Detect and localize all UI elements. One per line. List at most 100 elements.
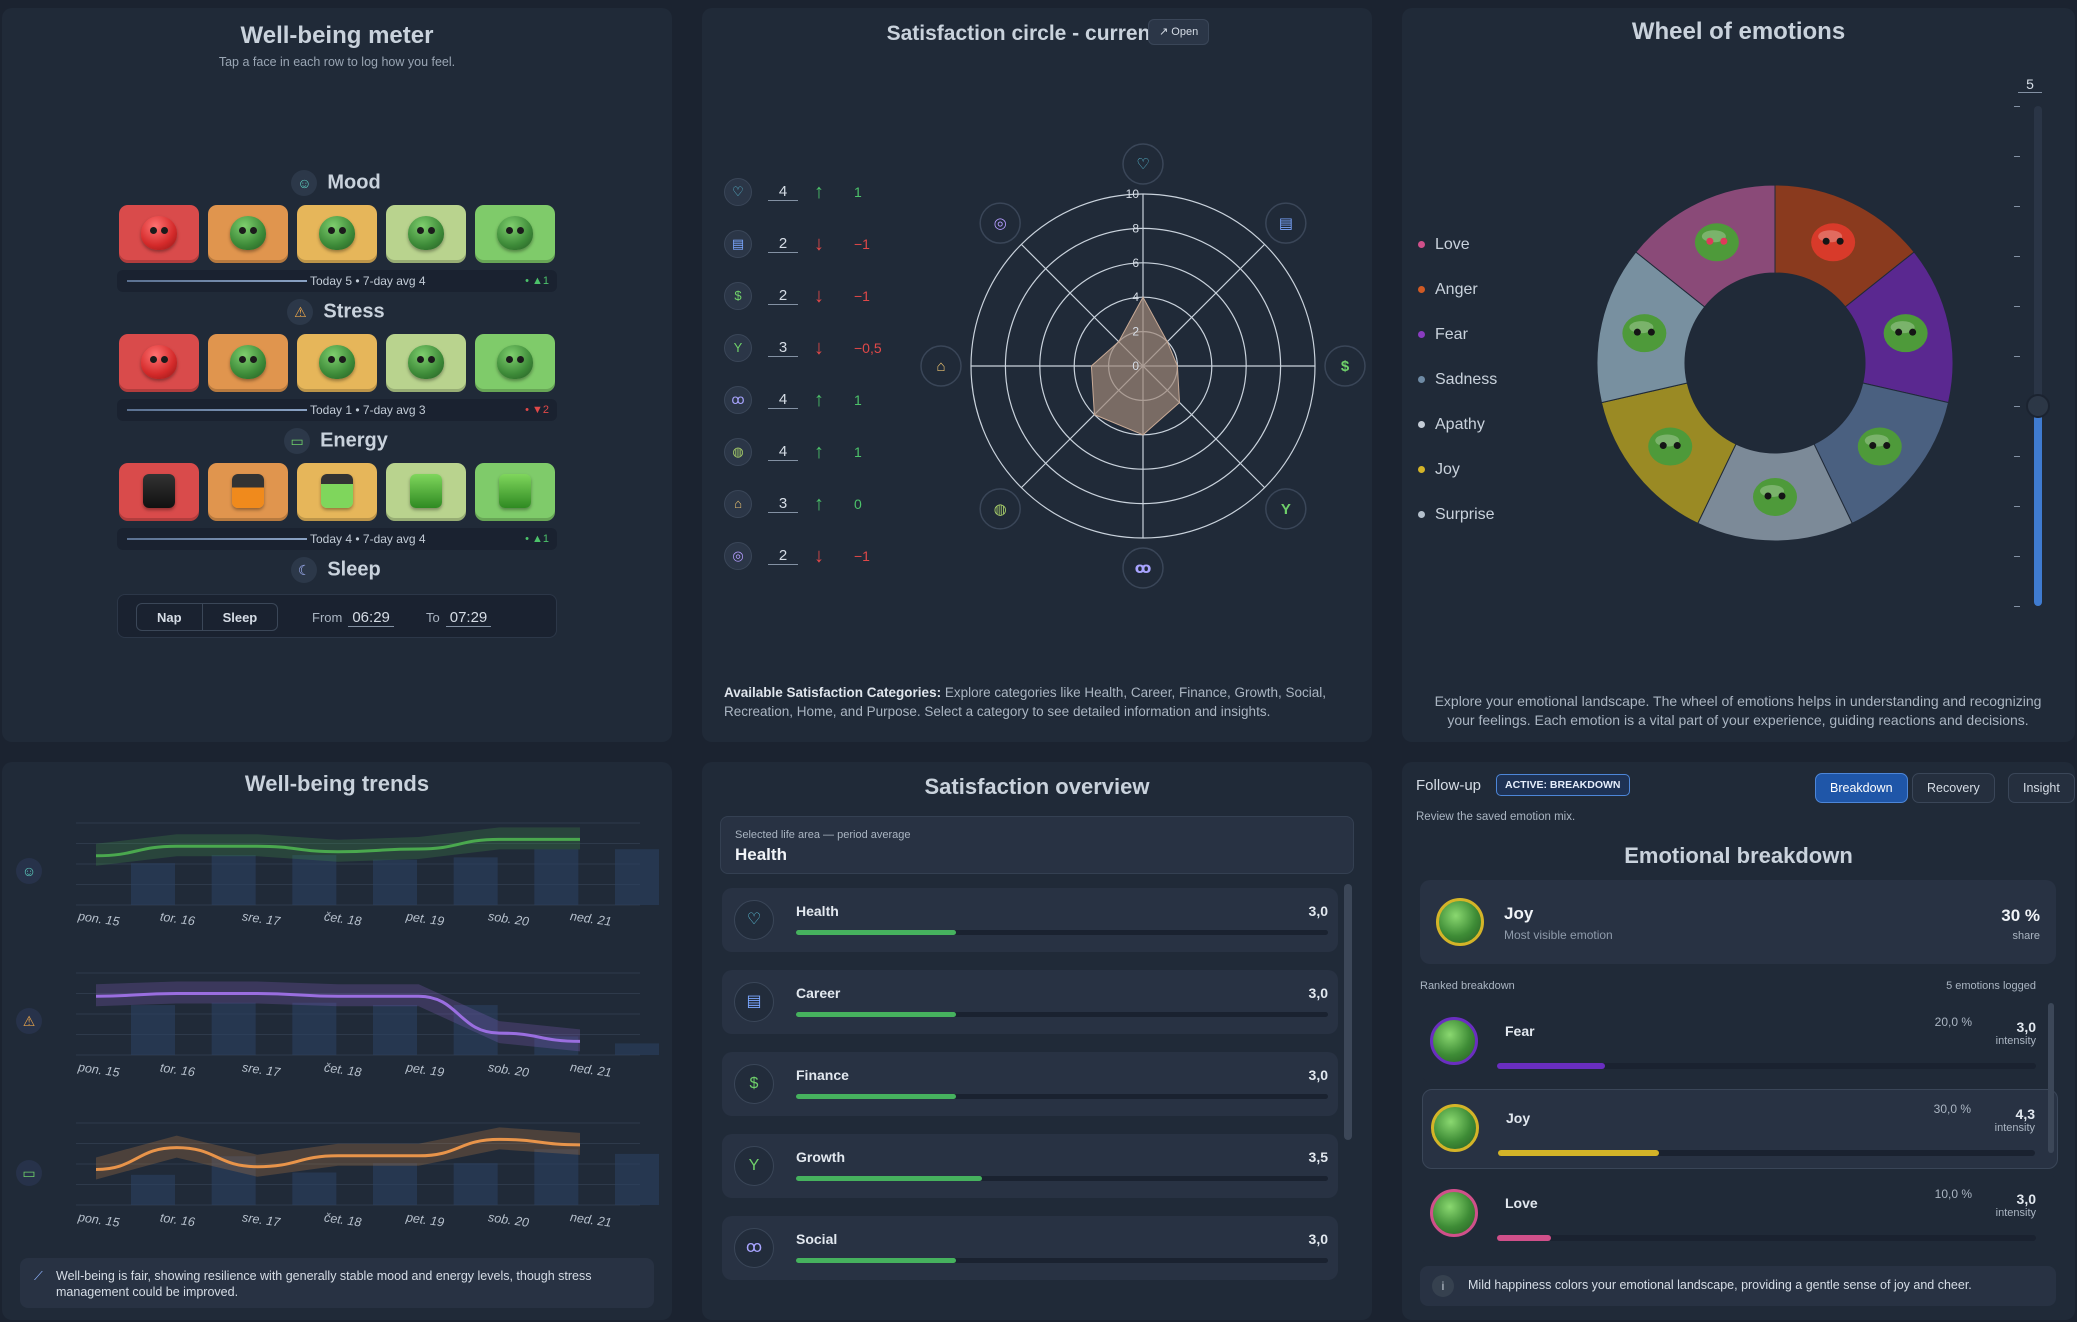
- neutral-face-icon: [319, 345, 355, 379]
- satisfaction-value-input[interactable]: 4: [768, 183, 798, 201]
- stress-face-2[interactable]: [208, 334, 288, 392]
- to-time-input[interactable]: 07:29: [445, 609, 492, 627]
- tab-insight[interactable]: Insight: [2008, 773, 2075, 803]
- energy-face-1[interactable]: [119, 463, 199, 521]
- sleep-button[interactable]: Sleep: [201, 604, 278, 630]
- slider-tick: [2014, 206, 2020, 207]
- selected-life-area[interactable]: Selected life area — period average Heal…: [720, 816, 1354, 874]
- legend-item-fear[interactable]: Fear: [1418, 326, 1468, 344]
- warning-icon: ⚠: [16, 1008, 42, 1034]
- joy-face-icon: [1436, 898, 1484, 946]
- overview-row-value: 3,0: [1308, 1231, 1328, 1247]
- satisfaction-row[interactable]: ◍ 4 ↑ 1: [724, 438, 894, 466]
- overview-row-social[interactable]: ꝏ Social 3,0: [722, 1216, 1338, 1280]
- sprout-icon[interactable]: Y: [1265, 488, 1307, 530]
- overview-row-finance[interactable]: $ Finance 3,0: [722, 1052, 1338, 1116]
- mood-face-2[interactable]: [208, 205, 288, 263]
- gamepad-icon[interactable]: ◍: [979, 488, 1021, 530]
- satisfaction-row[interactable]: ꝏ 4 ↑ 1: [724, 386, 894, 414]
- trend-bar: [373, 1005, 417, 1055]
- nap-button[interactable]: Nap: [157, 610, 182, 625]
- compass-icon[interactable]: ◎: [979, 202, 1021, 244]
- satisfaction-value-input[interactable]: 3: [768, 495, 798, 513]
- dollar-icon[interactable]: $: [1324, 345, 1366, 387]
- svg-text:♡: ♡: [1136, 156, 1149, 173]
- overview-row-growth[interactable]: Y Growth 3,5: [722, 1134, 1338, 1198]
- radar-ring-label: 8: [1132, 221, 1139, 235]
- satisfaction-value-input[interactable]: 4: [768, 391, 798, 409]
- legend-item-joy[interactable]: Joy: [1418, 461, 1460, 479]
- stress-face-4[interactable]: [386, 334, 466, 392]
- satisfaction-row[interactable]: $2 ↓ −1: [724, 282, 894, 310]
- energy-face-5[interactable]: [475, 463, 555, 521]
- satisfaction-value-input[interactable]: 3: [768, 339, 798, 357]
- love-face-icon: [1430, 1189, 1478, 1237]
- legend-item-love[interactable]: Love: [1418, 236, 1470, 254]
- mood-face-5[interactable]: [475, 205, 555, 263]
- breakdown-scrollbar[interactable]: [2048, 1003, 2054, 1153]
- tab-breakdown[interactable]: Breakdown: [1815, 773, 1908, 803]
- satisfaction-row[interactable]: Y 3 ↓ −0,5: [724, 334, 894, 362]
- trend-bar: [131, 1174, 175, 1205]
- people-icon[interactable]: ꝏ: [1122, 547, 1164, 589]
- satisfaction-value-input[interactable]: 2: [768, 235, 798, 253]
- mood-face-3[interactable]: [297, 205, 377, 263]
- overview-row-health[interactable]: ♡ Health 3,0: [722, 888, 1338, 952]
- legend-item-anger[interactable]: Anger: [1418, 281, 1478, 299]
- energy-face-3[interactable]: [297, 463, 377, 521]
- heart-icon[interactable]: ♡: [1122, 143, 1164, 185]
- legend-item-surprise[interactable]: Surprise: [1418, 506, 1495, 524]
- radar-ring-label: 6: [1132, 256, 1139, 270]
- svg-text:⌂: ⌂: [936, 358, 945, 375]
- home-icon[interactable]: ⌂: [920, 345, 962, 387]
- mood-face-1[interactable]: [119, 205, 199, 263]
- moon-icon: ☾: [291, 557, 318, 583]
- joy-face-icon: [1648, 427, 1693, 466]
- legend-item-sadness[interactable]: Sadness: [1418, 371, 1497, 389]
- satisfaction-value-input[interactable]: 2: [768, 547, 798, 565]
- svg-text:Y: Y: [1281, 501, 1291, 518]
- stress-face-5[interactable]: [475, 334, 555, 392]
- trend-bar: [131, 863, 175, 905]
- breakdown-row-love[interactable]: Love 10,0 % 3,0 intensity: [1422, 1175, 2058, 1255]
- tab-recovery[interactable]: Recovery: [1912, 773, 1995, 803]
- happy-face-icon: [497, 216, 533, 250]
- gamepad-icon: ◍: [724, 438, 752, 466]
- breakdown-row-joy[interactable]: Joy 30,0 % 4,3 intensity: [1422, 1089, 2058, 1169]
- stress-face-1[interactable]: [119, 334, 199, 392]
- overview-row-career[interactable]: ▤ Career 3,0: [722, 970, 1338, 1034]
- satisfaction-row[interactable]: ⌂ 3 ↑ 0: [724, 490, 894, 518]
- satisfaction-row[interactable]: ▤ 2 ↓ −1: [724, 230, 894, 258]
- svg-text:◍: ◍: [994, 501, 1007, 518]
- satisfaction-value-input[interactable]: 2: [768, 287, 798, 305]
- slider-thumb[interactable]: [2026, 394, 2050, 418]
- satisfaction-row[interactable]: ◎ 2 ↓ −1: [724, 542, 894, 570]
- trend-bar: [534, 849, 579, 905]
- overview-row-fill: [796, 1258, 956, 1263]
- trend-bar: [292, 855, 337, 905]
- arrow-down-icon: ↓: [814, 284, 824, 307]
- satisfaction-value-input[interactable]: 4: [768, 443, 798, 461]
- breakdown-title: Emotional breakdown: [1624, 843, 1853, 868]
- overview-scrollbar[interactable]: [1344, 884, 1352, 1140]
- legend-item-apathy[interactable]: Apathy: [1418, 416, 1485, 434]
- slider-tick: [2014, 406, 2020, 407]
- open-button[interactable]: ↗ Open: [1148, 19, 1210, 45]
- sadness-face-icon: [1857, 427, 1902, 466]
- briefcase-icon[interactable]: ▤: [1265, 202, 1307, 244]
- active-badge: ACTIVE: BREAKDOWN: [1496, 774, 1630, 796]
- intensity-slider[interactable]: 5: [2010, 76, 2060, 616]
- energy-heading: ▭ Energy: [0, 428, 672, 454]
- energy-face-2[interactable]: [208, 463, 288, 521]
- energy-face-4[interactable]: [386, 463, 466, 521]
- wheel-of-emotions-panel: Wheel of emotions: [1402, 8, 2075, 742]
- slider-fill: [2034, 406, 2042, 606]
- breakdown-row-fear[interactable]: Fear 20,0 % 3,0 intensity: [1422, 1003, 2058, 1083]
- from-time-input[interactable]: 06:29: [348, 609, 394, 627]
- breakdown-row-name: Fear: [1505, 1023, 1535, 1039]
- mood-face-4[interactable]: [386, 205, 466, 263]
- stress-face-3[interactable]: [297, 334, 377, 392]
- satisfaction-delta: −1: [854, 548, 870, 564]
- satisfaction-row[interactable]: ♡ 4 ↑ 1: [724, 178, 894, 206]
- trend-band: [96, 1127, 580, 1180]
